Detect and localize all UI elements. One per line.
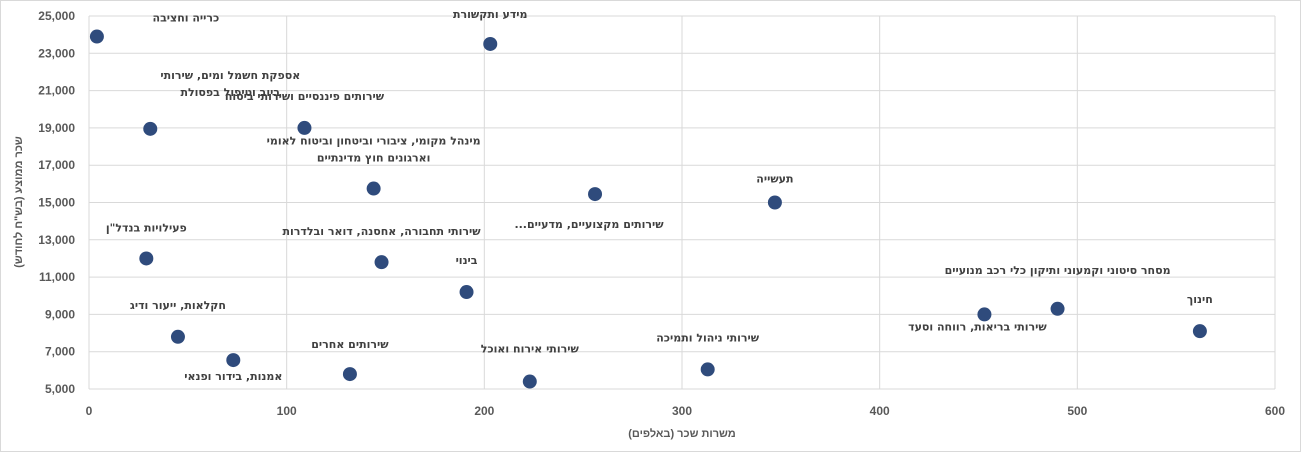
data-label: וארגונים חוץ מדינתיים	[317, 152, 431, 165]
y-tick-label: 7,000	[45, 345, 75, 359]
data-point	[588, 187, 603, 202]
y-tick-label: 21,000	[38, 84, 75, 98]
x-axis-ticks: 0 100 200 300 400 500 600	[86, 404, 1286, 418]
data-label: ביוב וטיפול בפסולת	[180, 86, 280, 99]
data-label: אמנות, בידור ופנאי	[184, 370, 282, 383]
data-point	[226, 353, 241, 368]
point-labels: כרייה וחציבה מידע ותקשורת אספקת חשמל ומים,…	[106, 8, 1213, 383]
y-tick-label: 23,000	[38, 46, 75, 60]
data-point	[139, 251, 154, 266]
x-tick-label: 500	[1067, 404, 1087, 418]
x-tick-label: 300	[672, 404, 692, 418]
data-point	[342, 367, 357, 382]
data-point	[700, 362, 715, 377]
data-point	[297, 120, 312, 135]
data-point	[522, 374, 537, 389]
y-tick-label: 5,000	[45, 382, 75, 396]
y-tick-label: 25,000	[38, 9, 75, 23]
x-axis-title: משרות שכר (באלפים)	[628, 427, 736, 440]
data-point	[459, 285, 474, 300]
y-tick-label: 9,000	[45, 307, 75, 321]
x-tick-label: 0	[86, 404, 93, 418]
y-tick-label: 19,000	[38, 121, 75, 135]
x-tick-label: 200	[474, 404, 494, 418]
data-point	[977, 307, 992, 322]
x-tick-label: 600	[1265, 404, 1285, 418]
data-point	[366, 181, 381, 196]
data-point	[767, 195, 782, 210]
data-point	[483, 36, 498, 51]
data-label: שירותים מקצועיים, מדעיים...	[514, 218, 664, 231]
data-label: שירותי בריאות, רווחה וסעד	[908, 320, 1047, 333]
y-tick-label: 17,000	[38, 158, 75, 172]
data-label: שירותי אירוח ואוכל	[481, 343, 580, 356]
y-axis-ticks: 5,000 7,000 9,000 11,000 13,000 15,000 17,000 1…	[38, 9, 75, 396]
data-label: מסחר סיטוני וקמעוני ותיקון כלי רכב מנועי…	[945, 264, 1171, 277]
data-label: שירותי ניהול ותמיכה	[656, 331, 760, 344]
data-label: חינוך	[1187, 293, 1213, 306]
data-label: מינהל מקומי, ציבורי וביטחון וביטוח לאומי	[267, 135, 481, 148]
data-point	[143, 121, 158, 136]
data-point	[1050, 301, 1065, 316]
x-tick-label: 100	[277, 404, 297, 418]
y-axis-title: שכר ממוצע (בש"ח לחודש)	[12, 136, 25, 268]
data-label: תעשייה	[756, 173, 793, 186]
y-tick-label: 15,000	[38, 196, 75, 210]
data-point	[374, 255, 389, 270]
data-label: שירותים אחרים	[311, 338, 389, 351]
data-label: פעילויות בנדל"ן	[106, 221, 187, 234]
data-label: שירותי תחבורה, אחסנה, דואר ובלדרות	[282, 225, 481, 238]
data-points	[89, 29, 1207, 389]
data-point	[89, 29, 104, 44]
data-point	[1192, 324, 1207, 339]
y-tick-label: 11,000	[39, 270, 75, 284]
x-tick-label: 400	[870, 404, 890, 418]
data-label: כרייה וחציבה	[153, 12, 220, 25]
data-point	[170, 329, 185, 344]
gridlines	[88, 15, 1276, 390]
data-label: שירותים פיננסיים ושירותי ביטוח	[225, 90, 385, 103]
y-tick-label: 13,000	[38, 233, 75, 247]
data-label: אספקת חשמל ומים, שירותי	[160, 69, 300, 82]
data-label: מידע ותקשורת	[453, 8, 527, 21]
data-label: בינוי	[456, 254, 478, 267]
data-label: חקלאות, ייעור ודיג	[130, 299, 226, 312]
